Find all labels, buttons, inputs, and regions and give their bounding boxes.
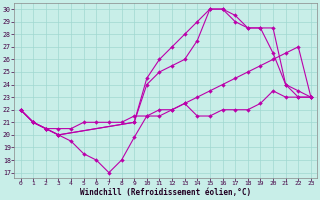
X-axis label: Windchill (Refroidissement éolien,°C): Windchill (Refroidissement éolien,°C) bbox=[80, 188, 251, 197]
